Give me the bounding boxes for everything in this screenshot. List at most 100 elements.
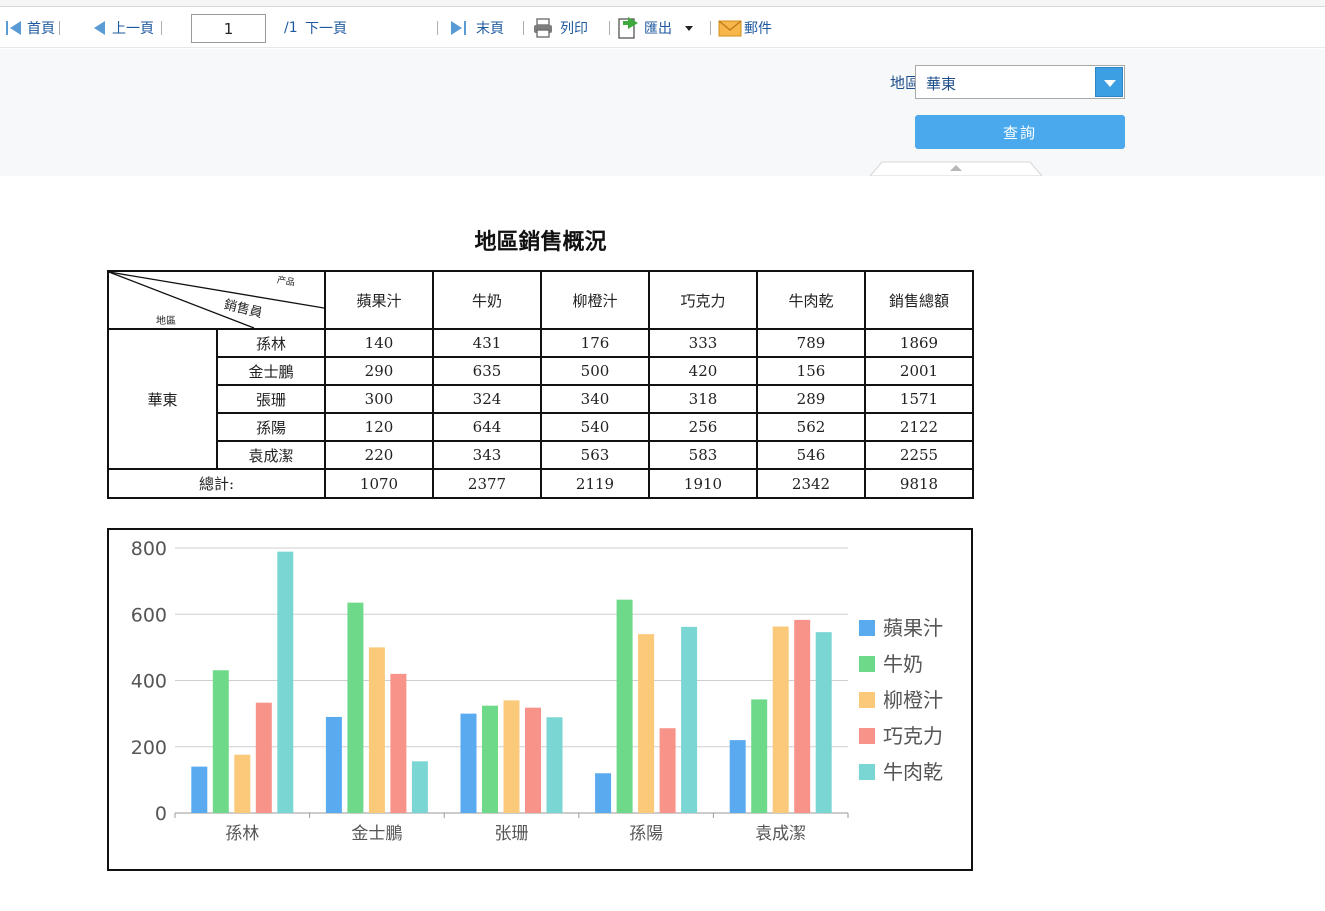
- next-page-button[interactable]: 下一頁: [305, 8, 347, 48]
- toolbar-divider: [523, 21, 524, 35]
- bar: [390, 673, 407, 813]
- bar: [460, 713, 477, 813]
- region-cell: 華東: [107, 328, 218, 470]
- legend-label: 蘋果汁: [883, 616, 943, 640]
- first-page-icon: [6, 21, 21, 35]
- salesperson-cell: 袁成潔: [216, 440, 326, 470]
- legend-swatch: [859, 764, 875, 780]
- value-cell: 318: [648, 384, 758, 414]
- salesperson-cell: 金士鵬: [216, 356, 326, 386]
- column-header: 巧克力: [648, 270, 758, 330]
- value-cell: 2001: [864, 356, 974, 386]
- x-tick-label: 孫陽: [629, 824, 663, 844]
- bar: [255, 702, 272, 813]
- export-label: 匯出: [644, 21, 672, 37]
- bar: [525, 707, 541, 813]
- value-cell: 324: [432, 384, 542, 414]
- legend-swatch: [859, 728, 875, 744]
- y-tick-label: 400: [131, 671, 167, 693]
- collapse-panel-handle[interactable]: [870, 161, 1042, 176]
- total-cell: 2342: [756, 468, 866, 499]
- bar: [681, 626, 698, 813]
- column-header: 牛肉乾: [756, 270, 866, 330]
- corner-top-label: 产品: [276, 275, 296, 289]
- value-cell: 343: [432, 440, 542, 470]
- print-button[interactable]: 列印: [532, 8, 588, 48]
- report-title: 地區銷售概況: [474, 230, 607, 255]
- column-header: 柳橙汁: [540, 270, 650, 330]
- first-page-label: 首頁: [27, 21, 55, 37]
- value-cell: 289: [756, 384, 866, 414]
- bar: [751, 699, 768, 813]
- column-header: 牛奶: [432, 270, 542, 330]
- x-tick-label: 孫林: [225, 824, 259, 844]
- total-label-cell: 總計:: [107, 468, 326, 499]
- value-cell: 176: [540, 328, 650, 358]
- value-cell: 1571: [864, 384, 974, 414]
- value-cell: 1869: [864, 328, 974, 358]
- chevron-up-icon: [950, 165, 962, 171]
- page-number-input[interactable]: [191, 14, 266, 43]
- value-cell: 431: [432, 328, 542, 358]
- value-cell: 540: [540, 412, 650, 442]
- value-cell: 563: [540, 440, 650, 470]
- toolbar-divider: [59, 21, 60, 35]
- mail-button[interactable]: 郵件: [718, 8, 772, 48]
- bar: [368, 647, 385, 813]
- value-cell: 156: [756, 356, 866, 386]
- bar: [482, 705, 498, 813]
- prev-page-icon: [94, 21, 105, 35]
- value-cell: 562: [756, 412, 866, 442]
- table-total-row: 總計: 1070 2377 2119 1910 2342 9818: [107, 468, 974, 499]
- region-select-value: 華東: [926, 75, 957, 93]
- bar: [325, 716, 342, 813]
- table-header-row: 产品 銷售員 地區 蘋果汁 牛奶 柳橙汁 巧克力 牛肉乾 銷售總額: [107, 270, 974, 330]
- chevron-down-icon[interactable]: [1095, 67, 1123, 97]
- y-tick-label: 800: [131, 538, 167, 560]
- value-cell: 220: [324, 440, 434, 470]
- value-cell: 256: [648, 412, 758, 442]
- prev-page-label: 上一頁: [112, 21, 154, 37]
- bar: [659, 728, 676, 813]
- bar: [638, 634, 655, 813]
- bar: [794, 619, 811, 813]
- sales-table: 产品 銷售員 地區 蘋果汁 牛奶 柳橙汁 巧克力 牛肉乾 銷售總額 華東 孫林 …: [107, 270, 974, 499]
- query-button[interactable]: 查詢: [915, 115, 1125, 149]
- sales-chart: 0 200 400 600 800 孫林 金士鵬 张珊 孫陽 袁成潔 蘋果汁 牛奶 柳橙汁 巧克力 牛肉乾: [107, 528, 973, 871]
- last-page-icon: [451, 21, 466, 35]
- bar: [347, 602, 364, 813]
- print-label: 列印: [560, 21, 588, 37]
- export-button[interactable]: 匯出: [617, 8, 696, 48]
- printer-icon: [534, 18, 552, 38]
- value-cell: 340: [540, 384, 650, 414]
- bar: [234, 754, 251, 813]
- toolbar-divider: [161, 21, 162, 35]
- value-cell: 290: [324, 356, 434, 386]
- corner-bottom-label: 地區: [156, 316, 176, 327]
- salesperson-cell: 孫陽: [216, 412, 326, 442]
- value-cell: 333: [648, 328, 758, 358]
- chevron-down-icon: [685, 26, 693, 31]
- mail-icon: [718, 20, 742, 37]
- bar: [191, 766, 208, 813]
- total-cell: 2119: [540, 468, 650, 499]
- legend-swatch: [859, 620, 875, 636]
- table-row: 袁成潔 220 343 563 583 546 2255: [108, 440, 974, 470]
- x-tick-label: 金士鵬: [351, 824, 402, 844]
- last-page-button[interactable]: 末頁: [448, 8, 504, 48]
- first-page-button[interactable]: 首頁: [4, 8, 55, 48]
- value-cell: 583: [648, 440, 758, 470]
- y-tick-label: 0: [155, 803, 167, 825]
- bar: [546, 717, 563, 813]
- last-page-label: 末頁: [476, 21, 504, 37]
- region-select[interactable]: 華東: [915, 65, 1125, 99]
- table-row: 金士鵬 290 635 500 420 156 2001: [108, 356, 974, 386]
- table-row: 華東 孫林 140 431 176 333 789 1869: [107, 328, 974, 470]
- value-cell: 644: [432, 412, 542, 442]
- mail-label: 郵件: [744, 21, 772, 37]
- prev-page-button[interactable]: 上一頁: [92, 8, 154, 48]
- legend-label: 柳橙汁: [883, 688, 943, 712]
- bar: [729, 740, 746, 813]
- export-icon: [618, 17, 638, 39]
- legend-label: 牛奶: [883, 652, 923, 676]
